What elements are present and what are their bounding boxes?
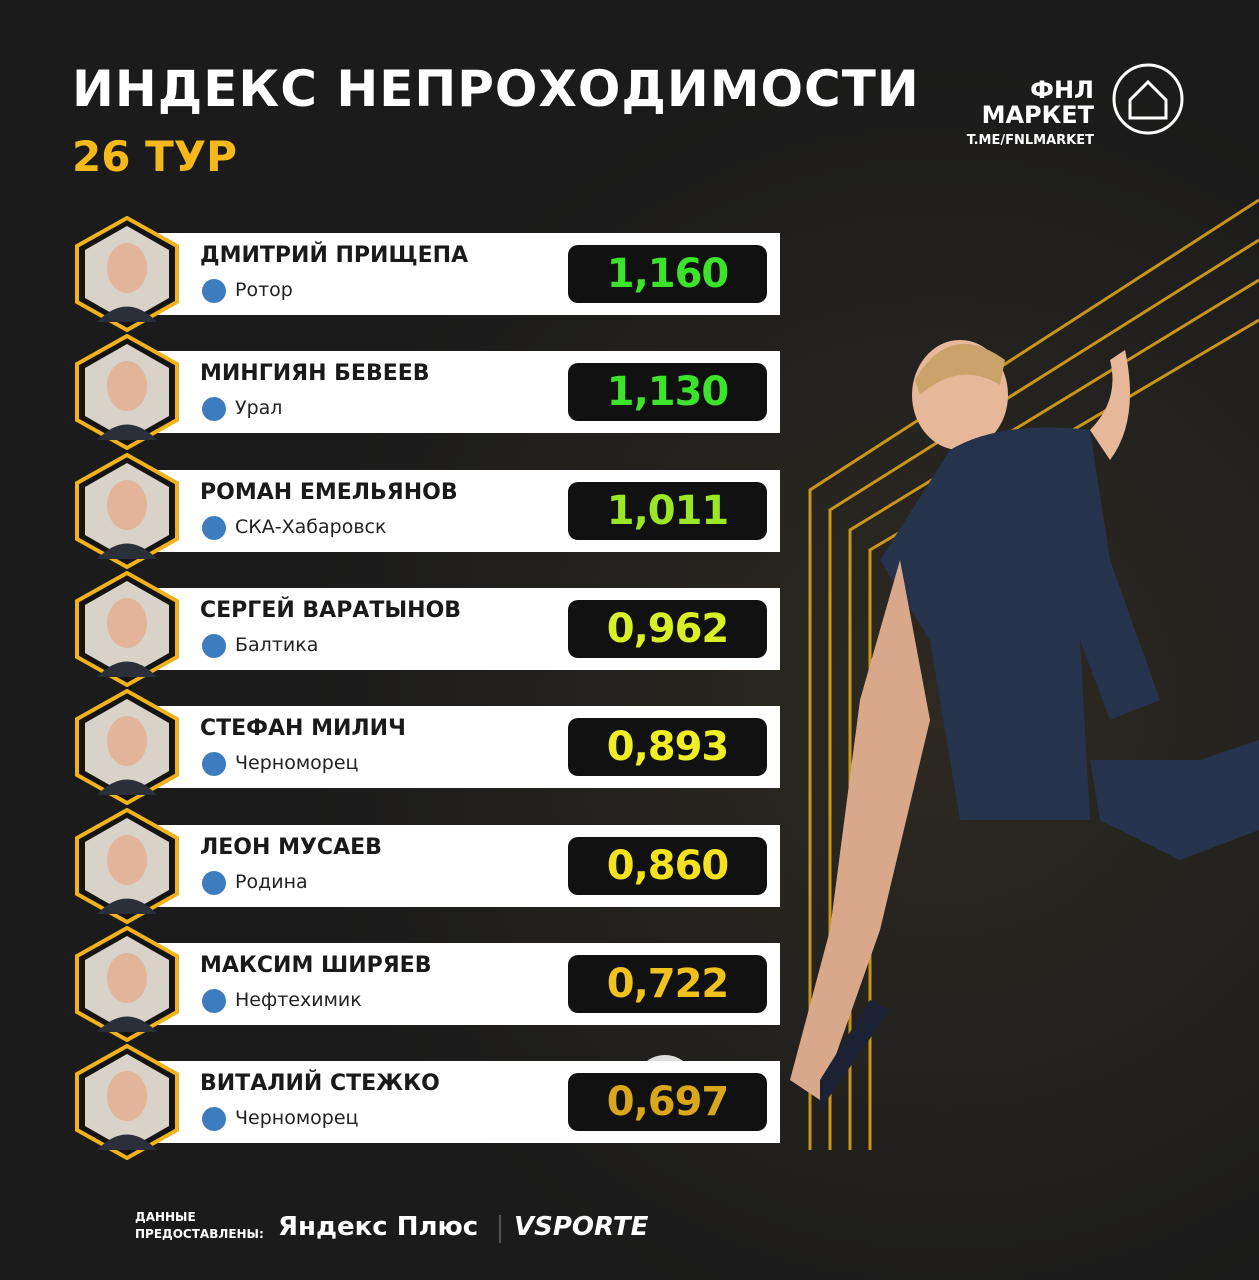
credit: ДАННЫЕ (135, 1210, 196, 1224)
club-badge (202, 1107, 226, 1132)
club-name: Родина (235, 870, 308, 893)
player-name: ДМИТРИЙ ПРИЩЕПА (200, 243, 469, 268)
title: ИНДЕКС НЕПРОХОДИМОСТИ (72, 60, 920, 118)
avatar (75, 334, 179, 451)
avatar (75, 925, 179, 1042)
player-row: ЛЕОН МУСАЕВ Родина 0,860 (75, 807, 780, 924)
brand-line: МАРКЕТ (981, 101, 1094, 129)
index-value: 1,011 (568, 481, 767, 540)
player-row: ВИТАЛИЙ СТЕЖКО Черноморец 0,697 (75, 1044, 780, 1161)
player-name: СТЕФАН МИЛИЧ (200, 716, 406, 742)
index-value: 0,893 (568, 718, 767, 777)
player-name: ВИТАЛИЙ СТЕЖКО (200, 1071, 440, 1097)
club-badge (202, 870, 226, 895)
credit: ПРЕДОСТАВЛЕНЫ: (135, 1227, 264, 1241)
index-value: 0,697 (568, 1073, 767, 1132)
club-name: СКА-Хабаровск (235, 515, 387, 538)
player-row: МАКСИМ ШИРЯЕВ Нефтехимик 0,722 (75, 925, 780, 1042)
index-value: 0,722 (568, 954, 767, 1013)
club-name: Балтика (235, 633, 319, 656)
club-badge (202, 279, 226, 303)
avatar (75, 452, 179, 569)
player-row: ДМИТРИЙ ПРИЩЕПА Ротор 1,160 (75, 216, 780, 332)
avatar (75, 570, 179, 687)
club-badge (202, 633, 226, 658)
subtitle: 26 ТУР (72, 132, 237, 181)
club-badge (202, 397, 226, 422)
index-value: 0,962 (568, 599, 767, 658)
avatar (75, 1044, 179, 1161)
player-row: МИНГИЯН БЕВЕЕВ Урал 1,130 (75, 334, 780, 451)
player-name: ЛЕОН МУСАЕВ (200, 834, 382, 860)
club-badge (202, 988, 226, 1013)
club-name: Урал (235, 397, 283, 420)
avatar (75, 689, 179, 806)
player-row: СЕРГЕЙ ВАРАТЫНОВ Балтика 0,962 (75, 570, 780, 687)
player-name: РОМАН ЕМЕЛЬЯНОВ (200, 479, 458, 505)
club-name: Нефтехимик (235, 988, 362, 1011)
player-row: РОМАН ЕМЕЛЬЯНОВ СКА-Хабаровск 1,011 (75, 452, 780, 569)
avatar (75, 807, 179, 924)
index-value: 0,860 (568, 836, 767, 895)
club-name: Черноморец (235, 1107, 359, 1130)
avatar (75, 216, 179, 332)
club-name: Черноморец (235, 752, 359, 775)
player-name: СЕРГЕЙ ВАРАТЫНОВ (200, 597, 462, 623)
player-name: МИНГИЯН БЕВЕЕВ (200, 361, 430, 387)
brand-line: ФНЛ (1030, 76, 1094, 104)
club-badge (202, 515, 226, 540)
partner-logo: Яндекс Плюс (278, 1212, 479, 1242)
index-value: 1,160 (568, 245, 767, 303)
club-badge (202, 752, 226, 777)
player-name: МАКСИМ ШИРЯЕВ (200, 952, 432, 978)
player-row: СТЕФАН МИЛИЧ Черноморец 0,893 (75, 689, 780, 806)
club-name: Ротор (235, 279, 293, 301)
brand-link: T.ME/FNLMARKET (966, 133, 1094, 148)
partner-logo: VSPORTE (514, 1212, 649, 1242)
index-value: 1,130 (568, 363, 767, 422)
